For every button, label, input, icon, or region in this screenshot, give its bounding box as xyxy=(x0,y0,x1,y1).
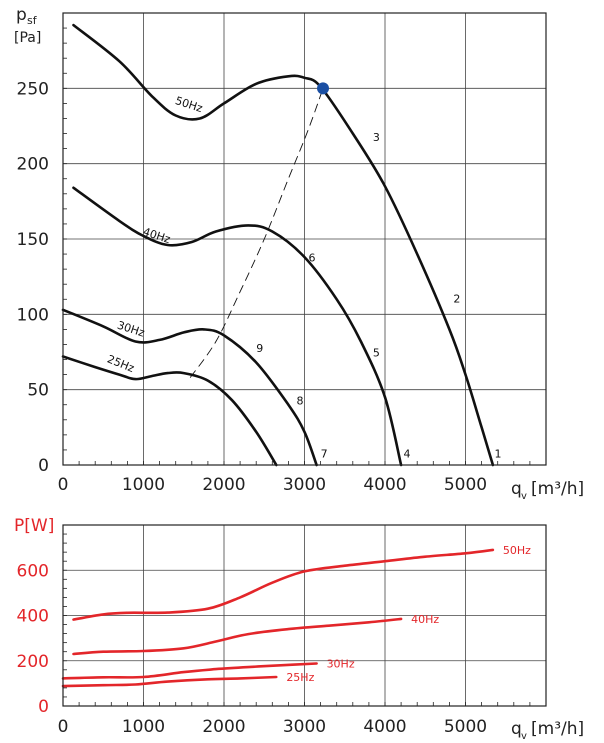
power-curve-25Hz xyxy=(61,675,278,688)
point-number-label: 4 xyxy=(404,447,411,460)
power-curve-30Hz xyxy=(61,662,318,680)
x-axis-subscript: v xyxy=(521,491,527,502)
point-number-label: 5 xyxy=(373,347,380,360)
x-axis-unit: [m³/h] xyxy=(531,719,584,739)
power-curve-50Hz xyxy=(72,548,495,621)
system-curve xyxy=(189,88,324,378)
x-tick-label: 1000 xyxy=(122,717,165,737)
power-curve-label-25Hz: 25Hz xyxy=(286,671,314,684)
x-tick-label: 2000 xyxy=(202,475,245,495)
y-axis-unit: [Pa] xyxy=(14,30,41,46)
point-number-label: 1 xyxy=(494,447,501,460)
point-number-label: 2 xyxy=(453,292,460,305)
pressure-x-axis-title: q v [m³/h] xyxy=(511,479,584,502)
y-tick-label: 100 xyxy=(17,305,49,325)
x-tick-label: 3000 xyxy=(283,475,326,495)
pressure-curve-40Hz xyxy=(72,186,403,467)
pressure-curve-30Hz xyxy=(61,308,318,467)
x-tick-label: 2000 xyxy=(202,717,245,737)
pressure-chart: 0 1000 2000 3000 4000 5000 0 50 100 150 200 250 50H… xyxy=(14,5,584,502)
power-tick-labels: 0 1000 2000 3000 4000 5000 0 200 400 600 xyxy=(17,561,488,737)
pressure-grid xyxy=(62,12,547,466)
y-tick-label: 600 xyxy=(17,561,49,581)
y-axis-subscript: sf xyxy=(27,14,38,27)
x-tick-label: 1000 xyxy=(122,475,165,495)
pressure-plot-frame xyxy=(62,12,547,466)
x-tick-label: 5000 xyxy=(444,475,487,495)
power-curve-label-40Hz: 40Hz xyxy=(411,613,439,626)
power-curve-40Hz xyxy=(72,617,403,656)
power-curve-label-30Hz: 30Hz xyxy=(327,657,355,670)
y-axis-symbol: p xyxy=(16,5,27,25)
x-axis-symbol: q xyxy=(511,719,522,739)
power-y-axis-title: P[W] xyxy=(14,516,54,536)
y-tick-label: 150 xyxy=(17,230,49,250)
x-tick-label: 3000 xyxy=(283,717,326,737)
y-tick-label: 0 xyxy=(38,697,49,717)
y-tick-label: 0 xyxy=(38,456,49,476)
power-chart: 0 1000 2000 3000 4000 5000 0 200 400 600 50Hz 40Hz… xyxy=(14,516,584,742)
y-tick-label: 250 xyxy=(17,79,49,99)
x-axis-subscript: v xyxy=(521,731,527,742)
pressure-frame-rect xyxy=(62,12,547,466)
y-tick-label: 400 xyxy=(17,607,49,627)
x-tick-label: 0 xyxy=(58,475,69,495)
x-axis-symbol: q xyxy=(511,479,522,499)
x-tick-label: 4000 xyxy=(363,717,406,737)
pressure-curve-50Hz xyxy=(72,23,495,467)
y-tick-label: 200 xyxy=(17,652,49,672)
x-tick-label: 5000 xyxy=(444,717,487,737)
power-curve-label-50Hz: 50Hz xyxy=(503,544,531,557)
operating-point-marker xyxy=(317,82,330,95)
y-tick-label: 200 xyxy=(17,155,49,175)
pressure-y-axis-title: p sf [Pa] xyxy=(14,5,41,46)
y-tick-label: 50 xyxy=(27,381,49,401)
point-number-label: 6 xyxy=(309,252,316,265)
pressure-tick-labels: 0 1000 2000 3000 4000 5000 0 50 100 150 200 250 xyxy=(17,79,488,495)
power-frame-rect xyxy=(62,524,547,707)
point-number-label: 3 xyxy=(373,131,380,144)
curve-label-30Hz: 30Hz xyxy=(116,319,147,340)
power-x-axis-title: q v [m³/h] xyxy=(511,719,584,742)
x-tick-label: 4000 xyxy=(363,475,406,495)
power-plot-frame xyxy=(62,524,547,707)
power-curves: 50Hz 40Hz 30Hz 25Hz xyxy=(61,544,531,688)
point-number-label: 9 xyxy=(256,342,263,355)
point-number-label: 7 xyxy=(321,447,328,460)
pressure-curve-25Hz xyxy=(61,355,278,467)
point-number-label: 8 xyxy=(296,395,303,408)
curve-label-50Hz: 50Hz xyxy=(174,94,205,115)
x-axis-unit: [m³/h] xyxy=(531,479,584,499)
x-tick-label: 0 xyxy=(58,717,69,737)
